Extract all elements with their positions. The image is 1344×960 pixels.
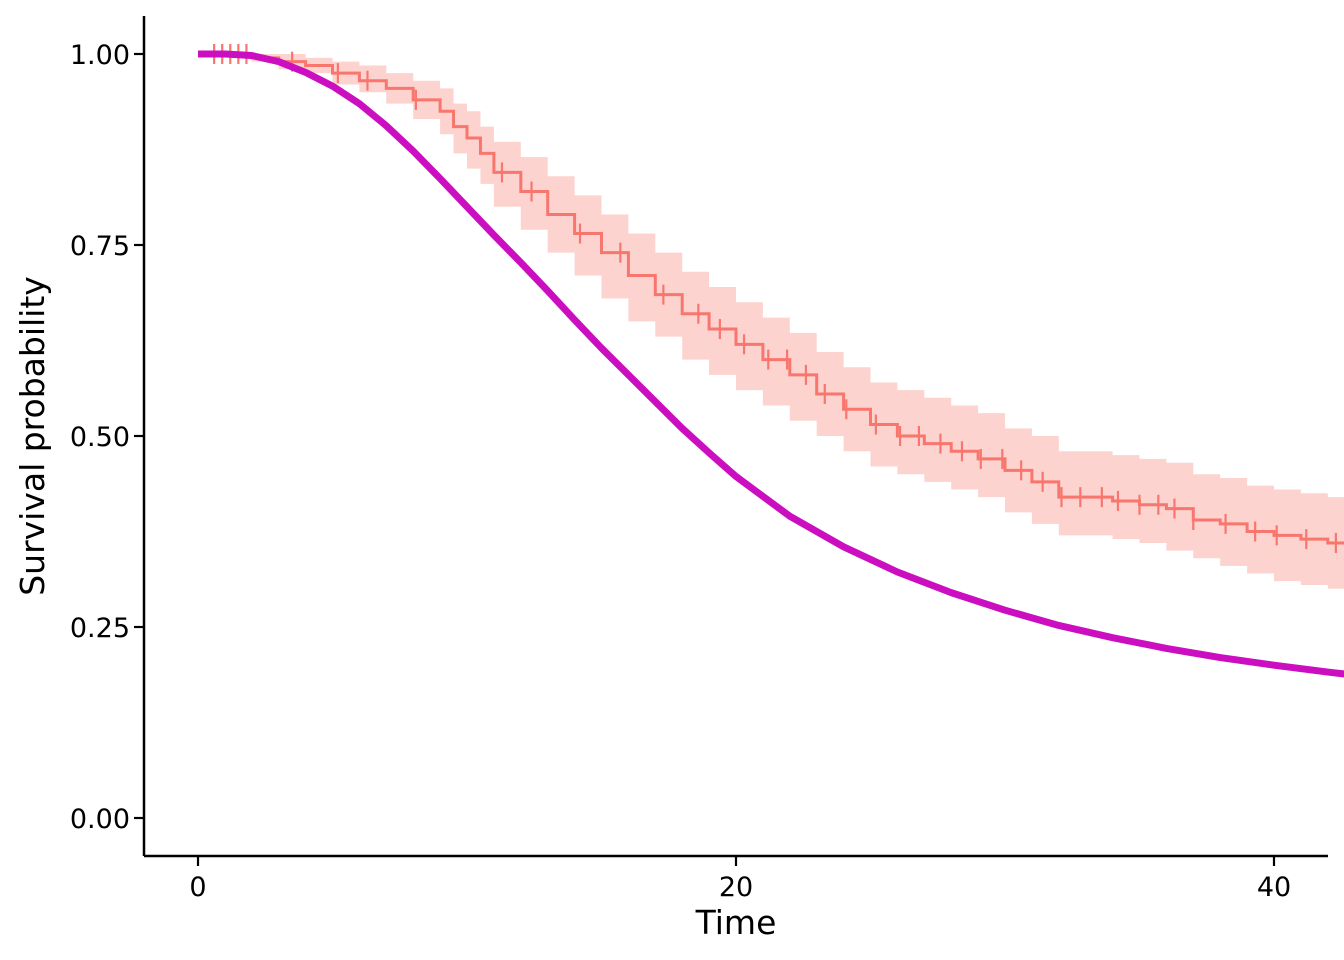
axes xyxy=(142,16,1328,858)
parametric-survival-curve xyxy=(198,50,1344,678)
x-tick-label: 20 xyxy=(719,872,753,903)
x-tick-label: 0 xyxy=(189,872,206,903)
y-tick-label: 0.25 xyxy=(70,613,130,644)
y-tick-label: 0.00 xyxy=(70,804,130,835)
confidence-band xyxy=(198,54,1344,589)
x-tick-label: 40 xyxy=(1257,872,1291,903)
x-axis-title: Time xyxy=(695,903,777,942)
km-survival-line xyxy=(198,52,1344,545)
plot-area xyxy=(198,44,1344,678)
ticks: 0204060800.000.250.500.751.00 xyxy=(70,40,1291,903)
y-tick-label: 0.50 xyxy=(70,422,130,453)
y-axis-title: Survival probability xyxy=(13,276,52,596)
y-tick-label: 1.00 xyxy=(70,40,130,71)
y-tick-label: 0.75 xyxy=(70,231,130,262)
